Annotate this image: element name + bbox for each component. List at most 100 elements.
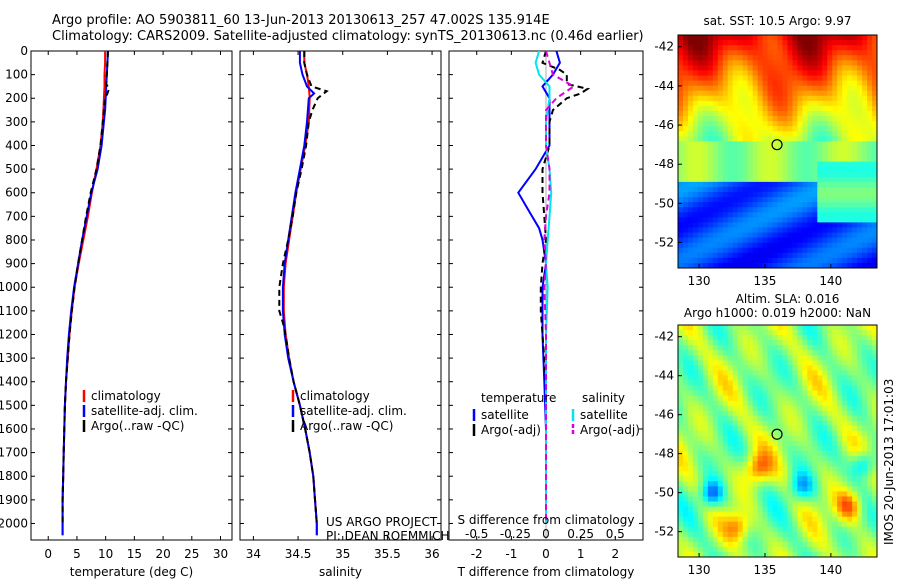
difference-x-tick-label: -1	[505, 547, 517, 561]
sla-map-y-tick-label: -50	[654, 486, 674, 500]
sst-map-y-tick-label: -52	[654, 236, 674, 250]
depth-tick-label: 1800	[0, 469, 28, 483]
sst-map-frame	[677, 34, 878, 269]
depth-tick-label: 1700	[0, 446, 28, 460]
salinity-series-argo-raw-qc-	[278, 51, 329, 524]
depth-tick-label: 500	[5, 162, 28, 176]
salinity-legend-label: Argo(..raw -QC)	[300, 419, 393, 433]
sla-map-x-tick-label: 130	[688, 563, 711, 577]
sla-map-y-tick-label: -46	[654, 408, 674, 422]
salinity-difference-tick-label: -0.25	[500, 527, 531, 541]
depth-tick-label: 1500	[0, 398, 28, 412]
difference-x-tick-label: 2	[611, 547, 619, 561]
depth-tick-label: 400	[5, 138, 28, 152]
salinity-plot-frame	[239, 50, 442, 541]
salinity-x-tick-label: 36	[424, 547, 439, 561]
salinity-x-axis-label: salinity	[319, 565, 362, 579]
sla-map-y-tick-label: -52	[654, 525, 674, 539]
sst-map-image	[678, 35, 878, 269]
temperature-legend-label: Argo(..raw -QC)	[91, 419, 184, 433]
diff-legend-label-right: satellite	[580, 408, 628, 422]
salinity-x-tick-label: 34	[246, 547, 261, 561]
difference-series-temperature-argo-adj-	[539, 50, 591, 524]
difference-x-tick-label: -2	[471, 547, 483, 561]
depth-tick-label: 800	[5, 233, 28, 247]
sla-map-subtitle: Argo h1000: 0.019 h2000: NaN	[684, 306, 871, 320]
sla-map-y-tick-label: -44	[654, 369, 674, 383]
sst-map-x-tick-label: 135	[754, 274, 777, 288]
diff-legend-label-left: satellite	[481, 408, 529, 422]
sst-map-y-tick-label: -44	[654, 79, 674, 93]
salinity-difference-tick-label: 0	[542, 527, 550, 541]
temperature-x-tick-label: 0	[44, 547, 52, 561]
salinity-x-tick-label: 35	[335, 547, 350, 561]
salinity-series-satellite-adj-clim-	[281, 51, 318, 536]
difference-x-tick-label: 1	[577, 547, 585, 561]
depth-tick-label: 1600	[0, 422, 28, 436]
temperature-x-tick-label: 25	[184, 547, 199, 561]
difference-series-temperature-satellite	[517, 50, 561, 524]
depth-tick-label: 2000	[0, 516, 28, 530]
sla-argo-location-marker	[771, 428, 783, 440]
salinity-x-tick-label: 35.5	[374, 547, 401, 561]
title-line-1: Argo profile: AO 5903811_60 13-Jun-2013 …	[52, 13, 550, 28]
depth-tick-label: 1200	[0, 327, 28, 341]
title-line-2: Climatology: CARS2009. Satellite-adjuste…	[52, 29, 644, 44]
sla-map-x-tick-label: 140	[819, 563, 842, 577]
depth-tick-label: 0	[20, 44, 28, 58]
temperature-legend-label: satellite-adj. clim.	[91, 404, 198, 418]
depth-tick-label: 1900	[0, 493, 28, 507]
sst-map-y-tick-label: -50	[654, 196, 674, 210]
temperature-x-tick-label: 30	[213, 547, 228, 561]
temperature-series-argo-raw-qc-	[61, 50, 111, 524]
sla-map-frame	[677, 324, 878, 558]
temperature-x-tick-label: 15	[127, 547, 142, 561]
temperature-x-tick-label: 5	[73, 547, 81, 561]
depth-tick-label: 900	[5, 257, 28, 271]
difference-x-axis-label: T difference from climatology	[457, 565, 635, 579]
depth-tick-label: 300	[5, 115, 28, 129]
project-annotation: PI: DEAN ROEMMICH	[326, 529, 449, 543]
depth-tick-label: 200	[5, 91, 28, 105]
salinity-x-tick-label: 34.5	[285, 547, 312, 561]
depth-tick-label: 1300	[0, 351, 28, 365]
depth-tick-label: 600	[5, 186, 28, 200]
diff-legend-title-salinity: salinity	[582, 391, 625, 405]
sla-map-y-tick-label: -48	[654, 447, 674, 461]
sst-argo-location-marker	[771, 139, 783, 151]
imos-timestamp: IMOS 20-Jun-2013 17:01:03	[882, 379, 896, 545]
depth-tick-label: 1000	[0, 280, 28, 294]
salinity-difference-tick-label: -0.5	[465, 527, 488, 541]
diff-legend-label-left: Argo(-adj)	[481, 423, 541, 437]
sla-map-image	[678, 325, 878, 558]
difference-series-salinity-argo-adj-	[543, 50, 576, 524]
temperature-plot-frame	[30, 50, 233, 541]
project-annotation: US ARGO PROJECT	[326, 515, 438, 529]
sst-map-y-tick-label: -48	[654, 157, 674, 171]
depth-tick-label: 100	[5, 68, 28, 82]
depth-tick-label: 700	[5, 209, 28, 223]
salinity-legend-label: satellite-adj. clim.	[300, 404, 407, 418]
sla-map-x-tick-label: 135	[754, 563, 777, 577]
temperature-x-axis-label: temperature (deg C)	[70, 565, 193, 579]
sla-map-title: Altim. SLA: 0.016	[736, 292, 840, 306]
salinity-difference-axis-label: S difference from climatology	[458, 513, 635, 527]
sst-map-x-tick-label: 130	[688, 274, 711, 288]
difference-x-tick-label: 0	[542, 547, 550, 561]
diff-legend-title-temperature: temperature	[481, 391, 556, 405]
sst-map-title: sat. SST: 10.5 Argo: 9.97	[703, 14, 851, 28]
depth-tick-label: 1400	[0, 375, 28, 389]
sst-map-y-tick-label: -42	[654, 40, 674, 54]
salinity-legend-label: climatology	[300, 389, 370, 403]
temperature-series-satellite-adj-clim-	[61, 50, 109, 536]
diff-legend-label-right: Argo(-adj)	[580, 423, 640, 437]
temperature-x-tick-label: 20	[155, 547, 170, 561]
depth-tick-label: 1100	[0, 304, 28, 318]
salinity-difference-tick-label: 0.25	[567, 527, 594, 541]
temperature-x-tick-label: 10	[98, 547, 113, 561]
sla-map-y-tick-label: -42	[654, 330, 674, 344]
salinity-difference-tick-label: 0.5	[606, 527, 625, 541]
temperature-legend-label: climatology	[91, 389, 161, 403]
sst-map-x-tick-label: 140	[819, 274, 842, 288]
